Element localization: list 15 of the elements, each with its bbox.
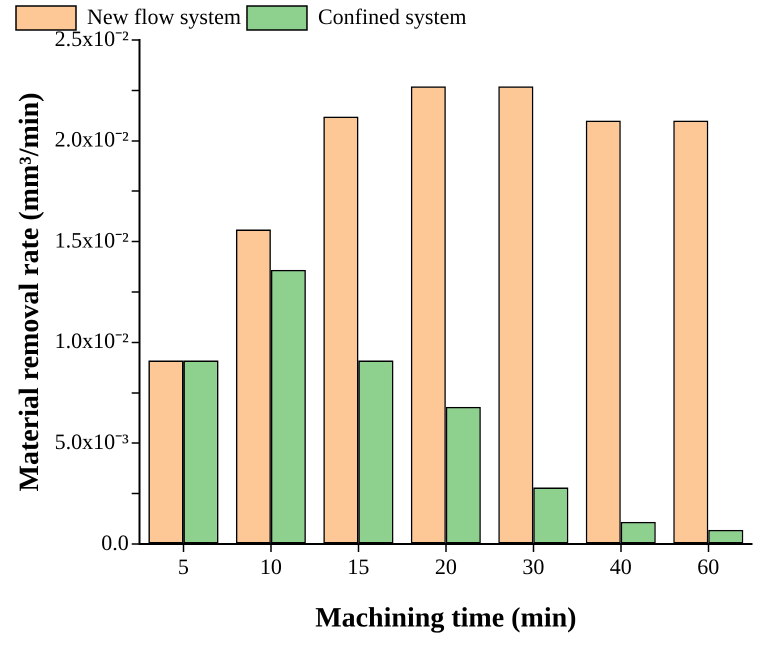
y-axis-title: Material removal rate (mm³/min) [14, 92, 46, 492]
y-tick-label: 1.0x10⁻² [54, 328, 130, 354]
y-tick-label: 2.0x10⁻² [54, 126, 130, 152]
x-tick-label: 15 [347, 554, 370, 579]
y-tick-label: 1.5x10⁻² [54, 227, 130, 252]
legend-label: Confined system [318, 4, 466, 29]
x-tick-label: 5 [178, 554, 189, 579]
y-tick-label: 0.0 [101, 530, 129, 555]
x-axis-title: Machining time (min) [315, 602, 577, 634]
y-tick-label: 5.0x10⁻³ [54, 428, 130, 454]
x-tick-label: 20 [434, 554, 457, 579]
x-tick-label: 30 [522, 554, 544, 579]
x-tick-label: 40 [610, 554, 632, 579]
x-tick-label: 10 [260, 554, 282, 579]
x-tick-label: 60 [697, 554, 720, 579]
